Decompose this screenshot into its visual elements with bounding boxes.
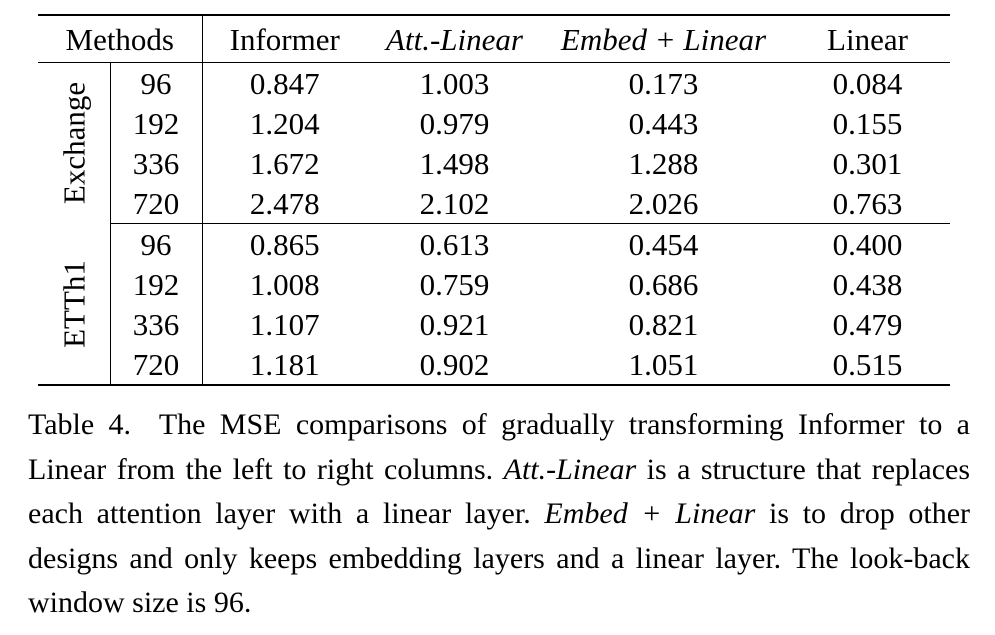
att-linear-cell: 0.902 (367, 344, 542, 386)
table-row: 336 1.107 0.921 0.821 0.479 (38, 304, 950, 344)
embed-linear-cell: 0.686 (628, 266, 699, 302)
table-header-row: Methods Informer Att.-Linear Embed + Lin… (38, 14, 950, 63)
linear-cell: 0.301 (832, 145, 903, 181)
embed-linear-cell: 2.026 (542, 183, 785, 224)
att-linear-cell: 0.759 (419, 266, 490, 302)
horizon-cell: 192 (110, 103, 203, 143)
table-row: 720 2.478 2.102 2.026 0.763 (38, 183, 950, 224)
horizon-cell: 720 (110, 344, 203, 386)
mse-comparison-table: Methods Informer Att.-Linear Embed + Lin… (38, 14, 950, 386)
caption-label: Table 4. (28, 408, 132, 441)
table-row: 192 1.008 0.759 0.686 0.438 (38, 264, 950, 304)
horizon-cell: 96 (110, 223, 203, 264)
att-linear-cell: 0.613 (419, 226, 490, 262)
informer-cell: 0.865 (249, 226, 320, 262)
embed-linear-cell: 0.173 (628, 65, 699, 101)
table-row: 336 1.672 1.498 1.288 0.301 (38, 143, 950, 183)
horizon-cell: 192 (110, 264, 203, 304)
table-row: ETTh1 96 0.865 0.613 0.454 0.400 (38, 223, 950, 386)
caption-text-3: is to drop other designs and only keeps … (28, 497, 971, 619)
linear-cell: 0.438 (832, 266, 903, 302)
linear-cell: 0.479 (832, 306, 903, 342)
header-informer: Informer (202, 14, 367, 63)
dataset-label-exchange: Exchange (56, 82, 92, 205)
caption-term-embed-linear: Embed + Linear (544, 497, 756, 530)
table-row: 720 1.181 0.902 1.051 0.515 (38, 344, 950, 386)
embed-linear-cell: 1.288 (628, 145, 699, 181)
embed-linear-cell: 0.821 (628, 306, 699, 342)
caption-text-2: is a structure that replaces each attent… (28, 452, 970, 531)
att-linear-cell: 0.921 (419, 306, 490, 342)
linear-cell: 0.400 (832, 226, 903, 262)
dataset-label-etth1: ETTh1 (56, 259, 92, 348)
linear-cell: 0.515 (785, 344, 950, 386)
table-row: 192 1.204 0.979 0.443 0.155 (38, 103, 950, 143)
dataset-cell-etth1: ETTh1 (38, 223, 111, 386)
results-table-container: Methods Informer Att.-Linear Embed + Lin… (38, 14, 950, 386)
horizon-cell: 96 (110, 62, 203, 103)
table-caption: Table 4. The MSE comparisons of graduall… (28, 403, 970, 626)
att-linear-cell: 1.003 (419, 65, 490, 101)
att-linear-cell: 2.102 (367, 183, 542, 224)
informer-cell: 1.107 (249, 306, 320, 342)
embed-linear-cell: 1.051 (542, 344, 785, 386)
caption-term-att-linear: Att.-Linear (503, 452, 637, 486)
header-embed-linear: Embed + Linear (542, 14, 785, 63)
horizon-cell: 336 (110, 143, 203, 183)
horizon-cell: 720 (110, 183, 203, 224)
linear-cell: 0.155 (832, 105, 903, 141)
horizon-cell: 336 (110, 304, 203, 344)
linear-cell: 0.084 (832, 65, 903, 101)
informer-cell: 1.204 (249, 105, 320, 141)
att-linear-cell: 0.979 (419, 105, 490, 141)
header-linear: Linear (785, 14, 950, 63)
caption-text-1: The MSE comparisons of gradually transfo… (28, 408, 970, 486)
informer-cell: 1.008 (249, 266, 320, 302)
embed-linear-cell: 0.443 (628, 105, 699, 141)
informer-cell: 1.672 (249, 145, 320, 181)
dataset-cell-exchange: Exchange (38, 62, 111, 224)
header-methods: Methods (38, 14, 203, 63)
table-row: Exchange 96 0.847 1.003 0.173 0.084 (38, 62, 950, 224)
header-att-linear: Att.-Linear (367, 14, 542, 63)
linear-cell: 0.763 (785, 183, 950, 224)
att-linear-cell: 1.498 (419, 145, 490, 181)
informer-cell: 0.847 (249, 65, 320, 101)
informer-cell: 1.181 (202, 344, 367, 386)
embed-linear-cell: 0.454 (628, 226, 699, 262)
informer-cell: 2.478 (202, 183, 367, 224)
